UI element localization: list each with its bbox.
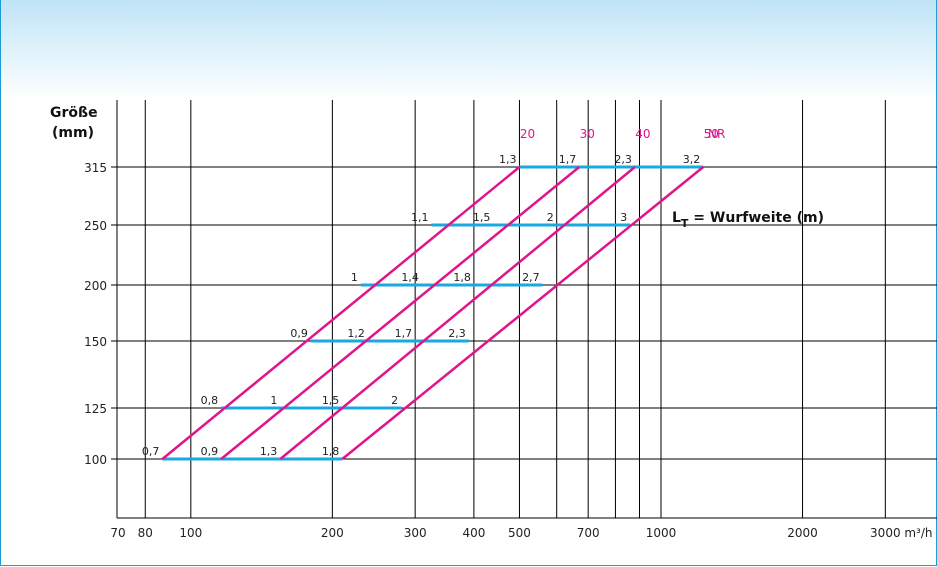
nr-lines-layer <box>161 166 705 460</box>
throw-label-315-2,3: 2,3 <box>614 153 632 166</box>
throw-label-100-0,7: 0,7 <box>142 445 160 458</box>
throw-label-125-1,5: 1,5 <box>322 394 340 407</box>
nr-label-50: 50 <box>704 127 719 141</box>
x-tick-label-200: 200 <box>321 526 344 540</box>
throw-label-315-3,2: 3,2 <box>683 153 701 166</box>
lt-legend-main: L <box>672 210 681 226</box>
throw-label-250-1,1: 1,1 <box>411 211 429 224</box>
y-tick-label-100: 100 <box>84 453 107 467</box>
y-tick-label-200: 200 <box>84 279 107 293</box>
throw-label-200-1,4: 1,4 <box>401 271 419 284</box>
nr-label-40: 40 <box>635 127 650 141</box>
x-tick-label-3000: 3000 <box>870 526 901 540</box>
throw-label-125-1: 1 <box>270 394 277 407</box>
throw-label-150-1,7: 1,7 <box>395 327 413 340</box>
x-tick-label-70: 70 <box>110 526 125 540</box>
throw-label-200-2,7: 2,7 <box>522 271 540 284</box>
throw-label-250-3: 3 <box>620 211 627 224</box>
throw-label-315-1,3: 1,3 <box>499 153 517 166</box>
nr-label-20: 20 <box>520 127 535 141</box>
x-tick-label-2000: 2000 <box>787 526 818 540</box>
x-tick-label-300: 300 <box>404 526 427 540</box>
lt-legend-sub: T <box>681 217 689 230</box>
y-tick-label-250: 250 <box>84 219 107 233</box>
throw-label-150-1,2: 1,2 <box>347 327 365 340</box>
nr-line-40 <box>279 166 636 460</box>
x-tick-label-400: 400 <box>462 526 485 540</box>
x-tick-label-100: 100 <box>179 526 202 540</box>
labels-layer: 70 80 100 200 300 400 500 700 1000 2000 3000 m³/h10… <box>84 127 932 540</box>
nr-line-20 <box>161 166 521 460</box>
x-unit-label: m³/h <box>904 526 932 540</box>
nr-suffix-label: NR <box>708 127 725 141</box>
throw-label-200-1,8: 1,8 <box>453 271 471 284</box>
throw-label-150-0,9: 0,9 <box>290 327 308 340</box>
nr-line-30 <box>220 166 581 460</box>
header-band <box>1 0 936 100</box>
throw-label-100-1,3: 1,3 <box>260 445 278 458</box>
lt-legend: LT = Wurfweite (m) <box>672 210 824 230</box>
throw-label-100-1,8: 1,8 <box>322 445 340 458</box>
lt-legend-rest: = Wurfweite (m) <box>688 210 824 226</box>
nr-line-50 <box>341 166 705 460</box>
throw-label-250-2: 2 <box>547 211 554 224</box>
throw-label-125-2: 2 <box>391 394 398 407</box>
throw-label-250-1,5: 1,5 <box>473 211 491 224</box>
y-tick-label-125: 125 <box>84 402 107 416</box>
y-tick-label-315: 315 <box>84 161 107 175</box>
throw-label-200-1: 1 <box>351 271 358 284</box>
grid-layer <box>111 100 937 519</box>
nr-label-30: 30 <box>580 127 595 141</box>
y-axis-title-line2: (mm) <box>52 125 94 141</box>
throw-label-125-0,8: 0,8 <box>201 394 219 407</box>
y-tick-label-150: 150 <box>84 335 107 349</box>
y-axis-title-line1: Größe <box>50 105 98 121</box>
throw-label-150-2,3: 2,3 <box>448 327 466 340</box>
x-tick-label-1000: 1000 <box>646 526 677 540</box>
x-tick-label-700: 700 <box>577 526 600 540</box>
throw-label-315-1,7: 1,7 <box>559 153 577 166</box>
x-tick-label-500: 500 <box>508 526 531 540</box>
throw-label-100-0,9: 0,9 <box>201 445 219 458</box>
x-tick-label-80: 80 <box>138 526 153 540</box>
size-lines-layer <box>162 165 704 461</box>
